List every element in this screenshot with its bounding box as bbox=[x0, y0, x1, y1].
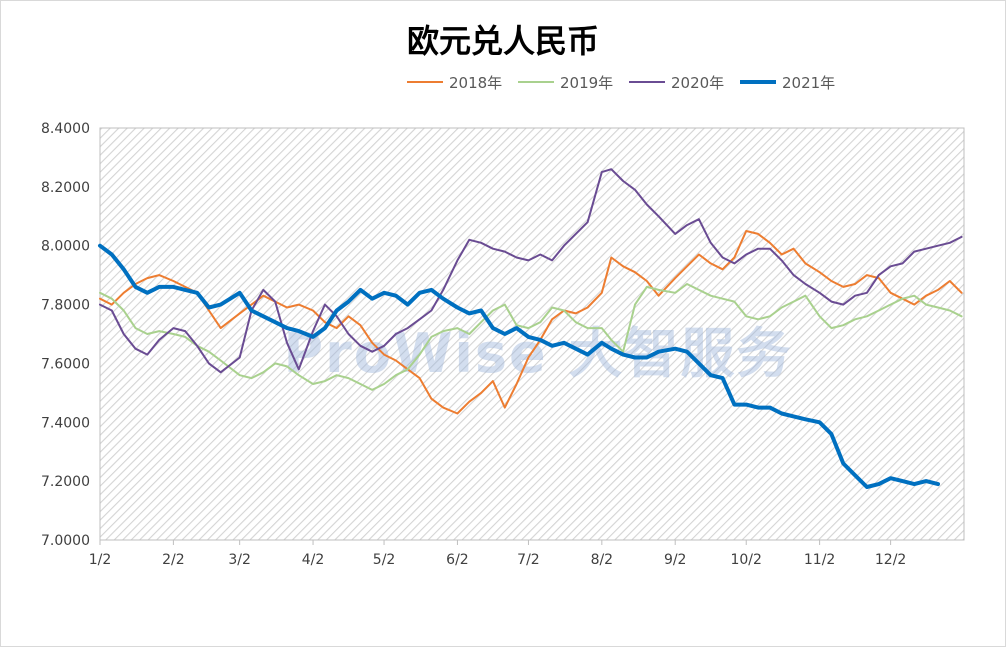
watermark: ProWise 大智服务 bbox=[284, 322, 793, 385]
legend-label: 2021年 bbox=[782, 74, 835, 92]
legend-label: 2019年 bbox=[560, 74, 613, 92]
series-line-4 bbox=[98, 243, 940, 489]
legend-label: 2018年 bbox=[449, 74, 502, 92]
y-tick-label: 8.4000 bbox=[41, 121, 90, 137]
legend-item: 2019年 bbox=[518, 74, 613, 92]
x-tick-label: 5/2 bbox=[373, 552, 396, 568]
series-line-2 bbox=[99, 283, 963, 391]
series-layer bbox=[98, 168, 963, 489]
legend-label: 2020年 bbox=[671, 74, 724, 92]
legend: 2018年 2019年 2020年 2021年 bbox=[407, 74, 835, 92]
x-tick-label: 7/2 bbox=[517, 552, 540, 568]
x-tick-label: 11/2 bbox=[804, 552, 835, 568]
x-tick-label: 6/2 bbox=[446, 552, 469, 568]
series-line-3 bbox=[99, 168, 963, 374]
y-tick-label: 7.0000 bbox=[41, 533, 90, 549]
y-tick-label: 7.2000 bbox=[41, 474, 90, 490]
y-tick-label: 7.6000 bbox=[41, 356, 90, 372]
x-tick-label: 1/2 bbox=[89, 552, 112, 568]
x-tick-label: 3/2 bbox=[228, 552, 251, 568]
chart-title: 欧元兑人民币 bbox=[407, 22, 599, 60]
x-tick-label: 4/2 bbox=[302, 552, 325, 568]
x-tick-label: 8/2 bbox=[591, 552, 614, 568]
y-tick-label: 7.4000 bbox=[41, 415, 90, 431]
legend-item: 2018年 bbox=[407, 74, 502, 92]
x-tick-label: 2/2 bbox=[162, 552, 185, 568]
y-axis: 7.0000 7.2000 7.4000 7.6000 7.8000 8.0000 8.20… bbox=[41, 121, 90, 549]
y-tick-label: 8.0000 bbox=[41, 239, 90, 255]
plot-area bbox=[99, 127, 965, 541]
y-tick-label: 7.8000 bbox=[41, 298, 90, 314]
legend-item: 2020年 bbox=[629, 74, 724, 92]
y-tick-label: 8.2000 bbox=[41, 180, 90, 196]
x-tick-label: 12/2 bbox=[875, 552, 906, 568]
x-tick-label: 10/2 bbox=[730, 552, 761, 568]
x-axis: 1/2 2/2 3/2 4/2 5/2 6/2 7/2 8/2 9/2 10/2 11/2 12/2 bbox=[89, 540, 906, 568]
x-tick-label: 9/2 bbox=[664, 552, 687, 568]
legend-item: 2021年 bbox=[740, 74, 835, 92]
